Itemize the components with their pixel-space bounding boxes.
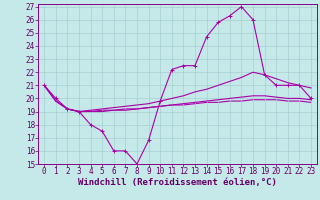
X-axis label: Windchill (Refroidissement éolien,°C): Windchill (Refroidissement éolien,°C) <box>78 178 277 187</box>
